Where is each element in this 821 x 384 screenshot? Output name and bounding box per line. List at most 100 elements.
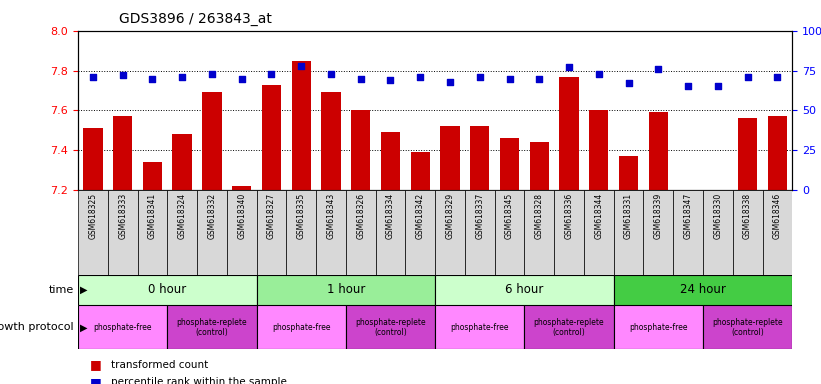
Bar — [291, 61, 311, 190]
Text: GDS3896 / 263843_at: GDS3896 / 263843_at — [119, 12, 272, 25]
Text: phosphate-free: phosphate-free — [94, 323, 152, 332]
Bar — [376, 190, 406, 275]
Bar — [465, 190, 494, 275]
Point — [533, 76, 546, 82]
Bar — [257, 305, 346, 349]
Bar — [614, 275, 792, 305]
Bar — [703, 305, 792, 349]
Bar — [644, 190, 673, 275]
Text: GSM618326: GSM618326 — [356, 193, 365, 239]
Text: phosphate-replete
(control): phosphate-replete (control) — [713, 318, 783, 337]
Bar — [435, 190, 465, 275]
Point — [176, 74, 189, 80]
Bar — [351, 110, 370, 190]
Text: GSM618341: GSM618341 — [148, 193, 157, 239]
Point — [741, 74, 754, 80]
Point — [324, 71, 337, 77]
Text: GSM618331: GSM618331 — [624, 193, 633, 239]
Bar — [257, 275, 435, 305]
Bar — [678, 190, 698, 192]
Text: time: time — [48, 285, 74, 295]
Text: ▶: ▶ — [80, 322, 87, 333]
Text: ▶: ▶ — [80, 285, 87, 295]
Bar — [287, 190, 316, 275]
Text: ■: ■ — [90, 376, 102, 384]
Text: GSM618327: GSM618327 — [267, 193, 276, 239]
Point — [235, 76, 248, 82]
Bar — [143, 162, 162, 190]
Bar — [197, 190, 227, 275]
Text: GSM618338: GSM618338 — [743, 193, 752, 239]
Bar — [262, 84, 281, 190]
Point — [414, 74, 427, 80]
Point — [503, 76, 516, 82]
Bar — [78, 275, 257, 305]
Bar — [738, 118, 757, 190]
Point — [443, 79, 456, 85]
Bar — [673, 190, 703, 275]
Text: GSM618345: GSM618345 — [505, 193, 514, 239]
Bar — [763, 190, 792, 275]
Point — [116, 72, 129, 78]
Bar — [584, 190, 614, 275]
Text: phosphate-replete
(control): phosphate-replete (control) — [355, 318, 426, 337]
Bar — [346, 305, 435, 349]
Text: GSM618335: GSM618335 — [296, 193, 305, 239]
Point — [86, 74, 99, 80]
Text: transformed count: transformed count — [111, 360, 208, 370]
Bar — [440, 126, 460, 190]
Text: 0 hour: 0 hour — [148, 283, 186, 296]
Text: phosphate-free: phosphate-free — [272, 323, 331, 332]
Bar — [321, 93, 341, 190]
Text: GSM618328: GSM618328 — [534, 193, 544, 238]
Text: GSM618330: GSM618330 — [713, 193, 722, 239]
Point — [146, 76, 159, 82]
Bar — [78, 305, 167, 349]
Text: phosphate-replete
(control): phosphate-replete (control) — [534, 318, 604, 337]
Bar — [554, 190, 584, 275]
Text: growth protocol: growth protocol — [0, 322, 74, 333]
Text: GSM618333: GSM618333 — [118, 193, 127, 239]
Text: GSM618332: GSM618332 — [208, 193, 217, 239]
Bar — [381, 132, 400, 190]
Point — [681, 83, 695, 89]
Text: 1 hour: 1 hour — [327, 283, 365, 296]
Bar — [232, 186, 251, 190]
Text: phosphate-free: phosphate-free — [629, 323, 688, 332]
Bar — [614, 305, 703, 349]
Bar — [768, 116, 787, 190]
Point — [622, 80, 635, 86]
Text: GSM618342: GSM618342 — [415, 193, 424, 239]
Bar — [78, 190, 108, 275]
Bar — [530, 142, 549, 190]
Text: GSM618347: GSM618347 — [684, 193, 693, 239]
Bar — [138, 190, 167, 275]
Text: GSM618346: GSM618346 — [773, 193, 782, 239]
Text: GSM618343: GSM618343 — [327, 193, 336, 239]
Text: GSM618340: GSM618340 — [237, 193, 246, 239]
Bar — [525, 305, 614, 349]
Bar — [500, 138, 519, 190]
Bar — [316, 190, 346, 275]
Bar — [108, 190, 138, 275]
Text: GSM618334: GSM618334 — [386, 193, 395, 239]
Bar — [167, 305, 257, 349]
Text: ■: ■ — [90, 358, 102, 371]
Bar — [559, 76, 579, 190]
Text: phosphate-free: phosphate-free — [451, 323, 509, 332]
Bar — [83, 128, 103, 190]
Point — [384, 77, 397, 83]
Point — [771, 74, 784, 80]
Point — [711, 83, 724, 89]
Bar — [494, 190, 525, 275]
Text: GSM618324: GSM618324 — [177, 193, 186, 239]
Point — [592, 71, 605, 77]
Bar — [406, 190, 435, 275]
Bar — [619, 156, 638, 190]
Text: 6 hour: 6 hour — [505, 283, 544, 296]
Bar — [167, 190, 197, 275]
Bar — [649, 113, 668, 190]
Point — [473, 74, 486, 80]
Text: GSM618325: GSM618325 — [89, 193, 98, 239]
Point — [652, 66, 665, 72]
